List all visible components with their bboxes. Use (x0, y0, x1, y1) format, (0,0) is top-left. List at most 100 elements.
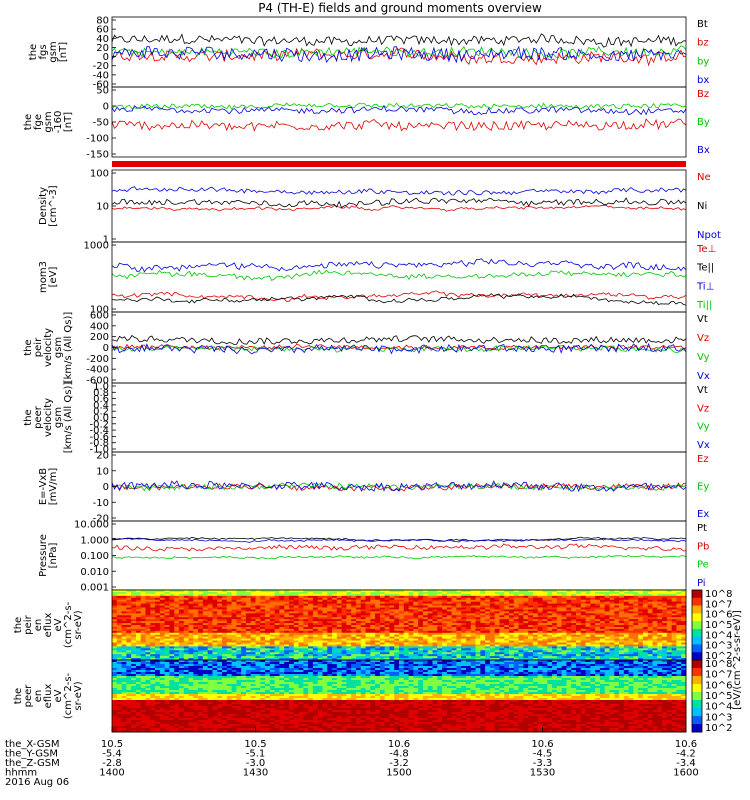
spectrogram-cell (666, 593, 673, 597)
spectrogram-cell (188, 666, 194, 669)
spectrogram-cell (159, 666, 166, 669)
spectrogram-cell (260, 658, 266, 661)
spectrogram-cell (532, 621, 539, 624)
spectrogram-cell (317, 628, 323, 632)
spectrogram-cell (241, 656, 247, 659)
spectrogram-cell (360, 646, 367, 649)
spectrogram-cell (312, 615, 319, 618)
spectrogram-cell (202, 601, 209, 605)
spectrogram-cell (566, 591, 572, 595)
spectrogram-cell (499, 619, 505, 622)
spectrogram-cell (236, 636, 242, 640)
spectrogram-cell (542, 595, 548, 599)
spectrogram-cell (226, 634, 233, 638)
spectrogram-cell (279, 597, 285, 601)
spectrogram-cell (470, 648, 477, 651)
spectrogram-cell (456, 648, 462, 651)
spectrogram-cell (245, 601, 252, 605)
spectrogram-cell (676, 642, 682, 645)
spectrogram-cell (365, 630, 371, 634)
spectrogram-cell (379, 593, 386, 597)
spectrogram-cell (317, 613, 323, 616)
spectrogram-cell (126, 650, 132, 653)
spectrogram-cell (427, 625, 433, 628)
spectrogram-cell (274, 636, 280, 640)
spectrogram-cell (384, 595, 390, 599)
spectrogram-cell (121, 619, 127, 622)
spectrogram-cell (351, 619, 357, 622)
spectrogram-cell (174, 597, 180, 601)
spectrogram-cell (528, 654, 534, 657)
spectrogram-cell (403, 626, 410, 630)
spectrogram-cell (155, 611, 161, 614)
spectrogram-cell (150, 664, 156, 667)
spectrogram-cell (681, 658, 687, 661)
spectrogram-cell (269, 607, 276, 610)
spectrogram-cell (547, 632, 553, 636)
spectrogram-cell (269, 652, 276, 655)
spectrogram-cell (250, 595, 256, 599)
spectrogram-cell (504, 590, 510, 593)
spectrogram-cell (552, 640, 558, 643)
spectrogram-cell (135, 632, 142, 636)
spectrogram-cell (217, 617, 223, 620)
spectrogram-cell (432, 656, 438, 659)
spectrogram-cell (676, 617, 682, 620)
spectrogram-cell (245, 642, 252, 645)
spectrogram-cell (279, 640, 285, 643)
spectrogram-cell (217, 638, 223, 642)
spectrogram-cell (164, 636, 170, 640)
spectrogram-cell (341, 654, 347, 657)
spectrogram-cell (198, 591, 204, 595)
spectrogram-cell (269, 662, 276, 665)
spectrogram-cell (303, 638, 309, 642)
spectrogram-cell (528, 662, 534, 665)
spectrogram-cell (193, 621, 199, 624)
spectrogram-cell (623, 601, 630, 605)
spectrogram-cell (174, 664, 180, 667)
spectrogram-cell (370, 664, 376, 667)
spectrogram-cell (532, 658, 539, 661)
spectrogram-cell (480, 662, 486, 665)
spectrogram-cell (628, 638, 634, 642)
spectrogram-cell (116, 625, 123, 628)
spectrogram-cell (403, 590, 410, 593)
spectrogram-cell (293, 590, 300, 593)
spectrogram-cell (638, 590, 644, 593)
spectrogram-cell (542, 628, 548, 632)
spectrogram-cell (379, 590, 386, 593)
legend-Ex: Ex (697, 509, 709, 520)
spectrogram-cell (652, 640, 658, 643)
spectrogram-cell (298, 640, 304, 643)
spectrogram-cell (542, 617, 548, 620)
spectrogram-cell (370, 613, 376, 616)
spectrogram-cell (188, 623, 194, 626)
spectrogram-cell (121, 609, 127, 612)
spectrogram-cell (131, 636, 137, 640)
spectrogram-cell (489, 613, 496, 616)
spectrogram-cell (217, 632, 223, 636)
spectrogram-cell (518, 611, 524, 614)
spectrogram-cell (499, 595, 505, 599)
spectrogram-cell (652, 615, 658, 618)
spectrogram-cell (346, 607, 352, 610)
spectrogram-cell (274, 613, 280, 616)
spectrogram-cell (188, 628, 194, 632)
spectrogram-cell (360, 607, 367, 610)
spectrogram-cell (355, 638, 362, 642)
spectrogram-cell (164, 640, 170, 643)
spectrogram-cell (274, 590, 280, 593)
spectrogram-cell (317, 658, 323, 661)
spectrogram-cell (298, 664, 304, 667)
spectrogram-cell (164, 603, 170, 607)
spectrogram-cell (231, 638, 237, 642)
spectrogram-cell (523, 630, 529, 634)
legend-Vy: Vy (697, 422, 710, 433)
y-tick-label: -20 (93, 514, 109, 525)
spectrogram-cell (188, 652, 194, 655)
spectrogram-cell (518, 632, 524, 636)
spectrogram-cell (336, 607, 343, 610)
spectrogram-cell (657, 628, 663, 632)
spectrogram-cell (494, 626, 500, 630)
spectrogram-cell (480, 597, 486, 601)
